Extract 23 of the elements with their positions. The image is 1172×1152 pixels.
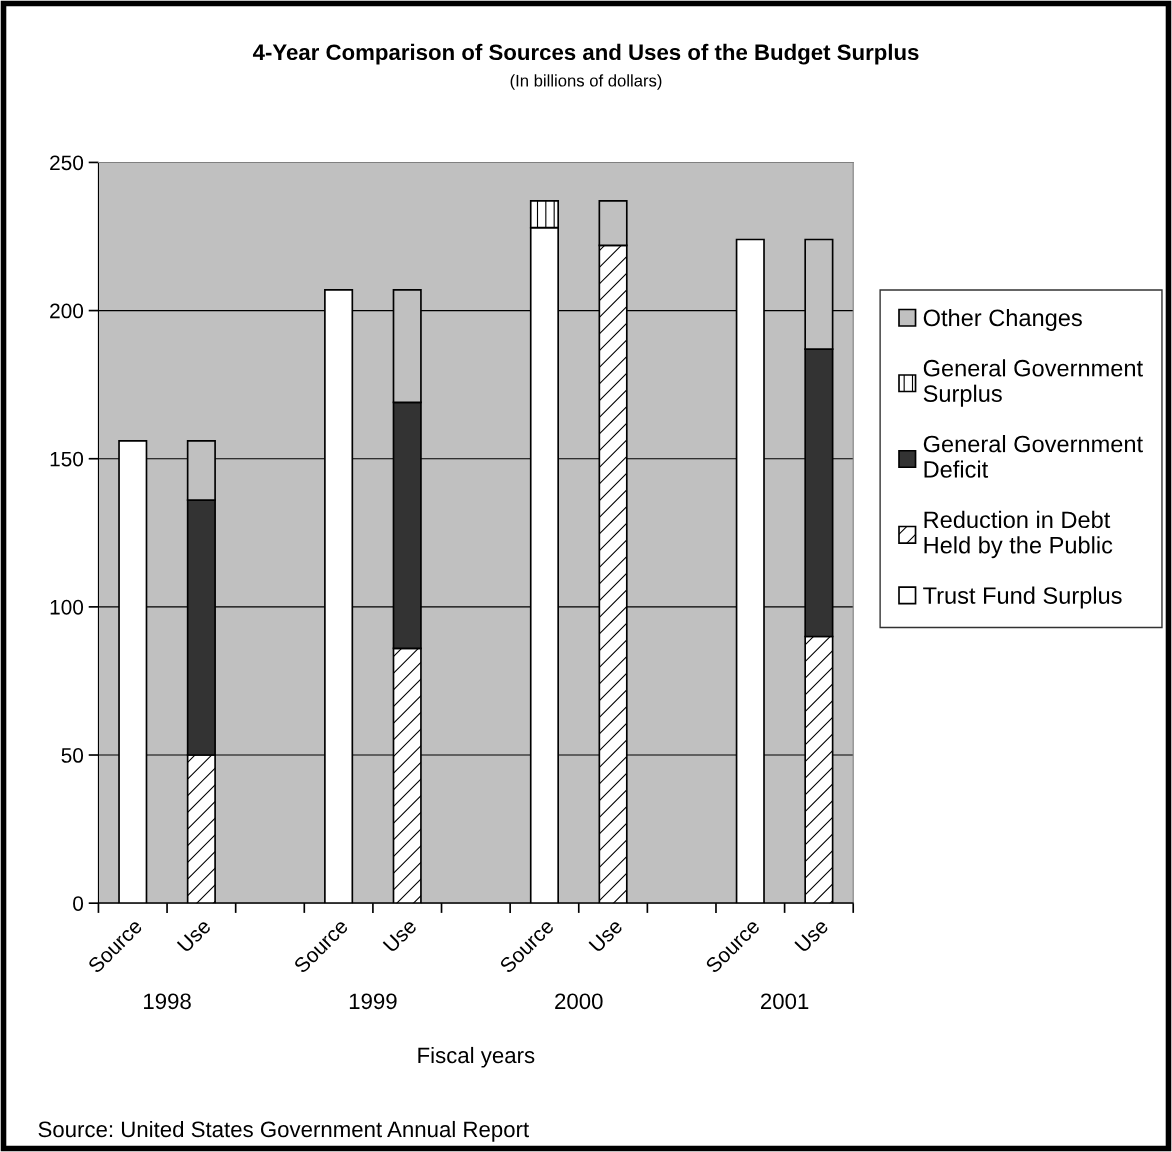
legend-label: General Government Deficit (923, 435, 1143, 478)
legend-label: Trust Fund Surplus (923, 586, 1122, 609)
y-tick-label: 0 (73, 896, 84, 911)
text: 1998 (144, 993, 191, 1010)
x-tick-label: Use (176, 918, 212, 953)
y-tick-label: 100 (50, 599, 84, 615)
y-tick-label: 200 (50, 303, 84, 319)
y-tick-label: 50 (61, 748, 84, 763)
text: 2000 (555, 993, 603, 1010)
legend-label: Reduction in Debt Held by the Public (924, 510, 1113, 559)
y-tick-label: 150 (50, 451, 84, 467)
chart-title: 4-Year Comparison of Sources and Uses of the Budget Surplus (252, 43, 919, 65)
chart-subtitle: (In billions of dollars) (510, 74, 662, 90)
legend-label: Other Changes (923, 308, 1082, 331)
legend-label: General Government Surplus (923, 359, 1143, 407)
x-tick-label: Use (382, 918, 418, 953)
x-tick-label: Use (794, 918, 830, 953)
text: 2001 (761, 993, 809, 1010)
x-axis-title: Fiscal years (418, 1046, 535, 1068)
x-tick-label: Use (588, 918, 624, 953)
source-note: Source: United States Government Annual Report (38, 1120, 529, 1142)
text: 1999 (349, 993, 397, 1010)
y-tick-label: 250 (50, 155, 84, 171)
